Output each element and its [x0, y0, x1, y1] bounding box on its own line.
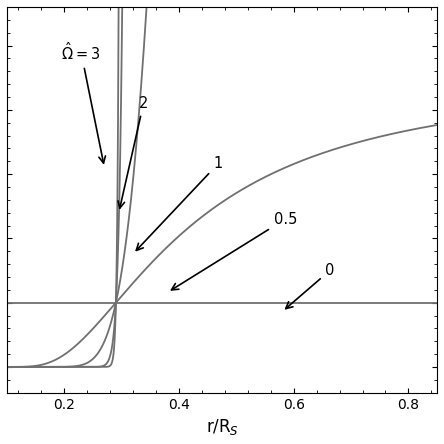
Text: 0: 0: [286, 263, 335, 309]
Text: 1: 1: [136, 156, 222, 250]
Text: $\hat{\Omega} = 3$: $\hat{\Omega} = 3$: [61, 41, 106, 163]
Text: 0.5: 0.5: [171, 212, 297, 290]
Text: 2: 2: [118, 96, 148, 208]
X-axis label: r/R$_S$: r/R$_S$: [206, 417, 238, 437]
